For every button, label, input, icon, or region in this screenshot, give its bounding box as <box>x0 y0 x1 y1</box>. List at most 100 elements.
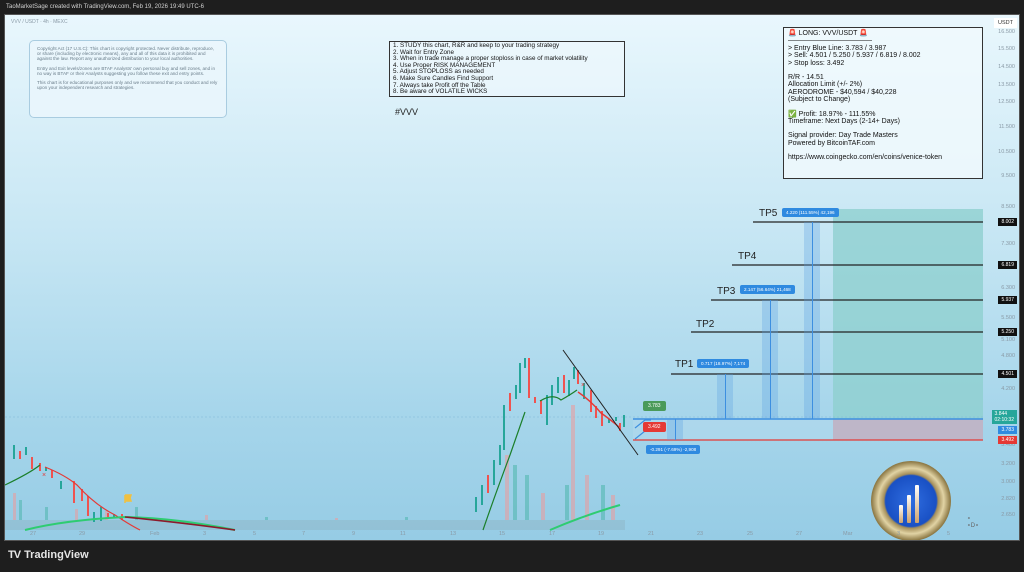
price-chart: × × <box>5 209 983 531</box>
time-tick: 29 <box>79 531 86 537</box>
price-tick: 4.800 <box>1001 353 1015 359</box>
time-tick: 13 <box>450 531 457 537</box>
time-tick: 3 <box>897 531 901 537</box>
price-tick: 15.500 <box>998 46 1015 52</box>
signal-allocation: Allocation Limit (+/- 2%) <box>788 81 863 89</box>
signal-sell: > Sell: 4.501 / 5.250 / 5.937 / 6.819 / … <box>788 52 921 60</box>
signal-divider: ———————————— <box>788 37 872 45</box>
time-tick: Mar <box>843 531 853 537</box>
candles-early <box>13 445 123 522</box>
rule-item: 8. Be aware of VOLATILE WICKS <box>393 88 488 96</box>
tp1-measure-bar <box>717 374 733 419</box>
tp4-price-label: 6.819 <box>998 261 1017 269</box>
tp3-price-label: 5.937 <box>998 296 1017 304</box>
rule-item: 4. Use Proper RISK MANAGEMENT <box>393 61 496 69</box>
signal-entry: > Entry Blue Line: 3.783 / 3.987 <box>788 44 887 52</box>
tp2-price-label: 5.250 <box>998 328 1017 336</box>
time-tick: 3 <box>203 531 207 537</box>
last-price-label: 3.844 02:10:32 <box>991 410 1017 424</box>
entry-price-label: 3.783 <box>998 426 1017 434</box>
price-tick: 3.200 <box>1001 461 1015 467</box>
time-tick: 7 <box>302 531 306 537</box>
signal-aerodrome: AERODROME - $40,594 / $40,228 <box>788 88 897 96</box>
chart-controls-icon[interactable]: ∘ ∘D∘ <box>967 516 979 529</box>
price-tick: 10.500 <box>998 149 1015 155</box>
tradingview-logo[interactable]: TV TradingView <box>8 549 89 561</box>
currency-label: USDT <box>994 18 1017 28</box>
price-axis[interactable]: USDT 16.500 15.500 14.500 13.500 12.500 … <box>981 15 1019 540</box>
rule-item: 1. STUDY this chart, R&R and keep to you… <box>393 42 560 49</box>
time-tick: 5 <box>253 531 257 537</box>
tp3-label: TP3 <box>717 286 736 297</box>
rule-item: 6. Make Sure Candles Find Support <box>393 74 494 82</box>
signal-timeframe: Timeframe: Next Days (2-14+ Days) <box>788 118 900 126</box>
price-tick: 5.500 <box>1001 315 1015 321</box>
time-tick: 25 <box>747 531 754 537</box>
copyright-notice: Copyright Act (17 U.S.C): This chart is … <box>29 40 227 118</box>
signal-box: 🚨 LONG: VVV/USDT 🚨 ———————————— > Entry … <box>783 27 983 179</box>
time-tick: 17 <box>549 531 556 537</box>
price-tick: 11.500 <box>998 124 1015 130</box>
price-tick: 12.500 <box>998 99 1015 105</box>
stop-price-label: 3.492 <box>998 436 1017 444</box>
loss-zone <box>833 419 983 440</box>
educational-text: This chart is for educational purposes o… <box>37 80 218 91</box>
candles-recent <box>475 358 625 512</box>
last-price: 3.844 <box>994 411 1008 417</box>
price-tick: 7.300 <box>1001 241 1015 247</box>
price-tick: 3.000 <box>1001 479 1015 485</box>
copyright-text: Copyright Act (17 U.S.C): This chart is … <box>37 46 215 62</box>
time-tick: 19 <box>598 531 605 537</box>
signal-stop: > Stop loss: 3.492 <box>788 59 845 67</box>
time-tick: 15 <box>499 531 506 537</box>
symbol-label: VVV / USDT · 4h · MEXC <box>11 19 68 25</box>
price-tick: 5.100 <box>1001 337 1015 343</box>
price-tick: 8.500 <box>1001 204 1015 210</box>
signal-profit: ✅ Profit: 18.97% - 111.55% <box>788 110 876 118</box>
price-tick: 13.500 <box>998 82 1015 88</box>
tp1-price-label: 4.501 <box>998 370 1017 378</box>
stop-price-pill: 3.492 <box>643 422 666 432</box>
tp5-label: TP5 <box>759 208 778 219</box>
time-axis[interactable]: 27 29 Feb 3 5 7 9 11 13 15 17 19 21 23 2… <box>5 526 983 540</box>
rule-item: 7. Always take Profit off the Table <box>393 81 486 89</box>
price-tick: 2.650 <box>1001 512 1015 518</box>
signal-subject: (Subject to Change) <box>788 96 851 104</box>
stop-loss-badge: -0.291 (-7.69%) -2,908 <box>646 445 701 454</box>
hashtag: #VVV <box>395 107 419 117</box>
tp5-price-label: 8.002 <box>998 218 1017 226</box>
bitcointaf-emblem-icon <box>871 461 951 540</box>
rule-item: 3. When in trade manage a proper stoplos… <box>393 55 588 63</box>
time-tick: Feb <box>150 531 160 537</box>
price-tick: 16.500 <box>998 29 1015 35</box>
signal-provider: Signal provider: Day Trade Masters <box>788 132 898 140</box>
price-tick: 4.200 <box>1001 386 1015 392</box>
tp2-label: TP2 <box>696 319 715 330</box>
rule-item: 5. Adjust STOPLOSS as needed <box>393 68 484 76</box>
svg-text:×: × <box>581 382 585 389</box>
price-tick: 14.500 <box>998 64 1015 70</box>
price-tick: 9.500 <box>1001 173 1015 179</box>
tp3-measure-bar <box>762 300 778 419</box>
trading-rules-box: 1. STUDY this chart, R&R and keep to you… <box>389 41 625 97</box>
tp3-badge: 2.147 (56.64%) 21,468 <box>740 285 795 294</box>
tp5-badge: 4.220 (111.55%) 42,196 <box>782 208 839 217</box>
price-tick: 2.820 <box>1001 496 1015 502</box>
signal-powered: Powered by BitcoinTAF.com <box>788 139 876 147</box>
bar-countdown: 02:10:32 <box>994 417 1014 423</box>
tp1-badge: 0.717 (18.97%) 7,174 <box>697 359 750 368</box>
signal-rr: R/R - 14.51 <box>788 74 824 82</box>
signal-title: 🚨 LONG: VVV/USDT 🚨 <box>788 30 868 37</box>
time-tick: 5 <box>947 531 951 537</box>
time-tick: 23 <box>697 531 704 537</box>
chart-area[interactable]: VVV / USDT · 4h · MEXC <box>4 14 1020 541</box>
entry-price-pill: 3.783 <box>643 401 666 411</box>
svg-text:×: × <box>42 472 46 479</box>
tp1-label: TP1 <box>675 359 694 370</box>
signal-link[interactable]: https://www.coingecko.com/en/coins/venic… <box>788 154 943 162</box>
tp5-measure-bar <box>804 222 820 419</box>
tradingview-logo-icon: TV <box>8 549 21 561</box>
chart-caption: TaoMarketSage created with TradingView.c… <box>6 4 204 10</box>
time-tick: 9 <box>352 531 356 537</box>
tp4-label: TP4 <box>738 251 757 262</box>
